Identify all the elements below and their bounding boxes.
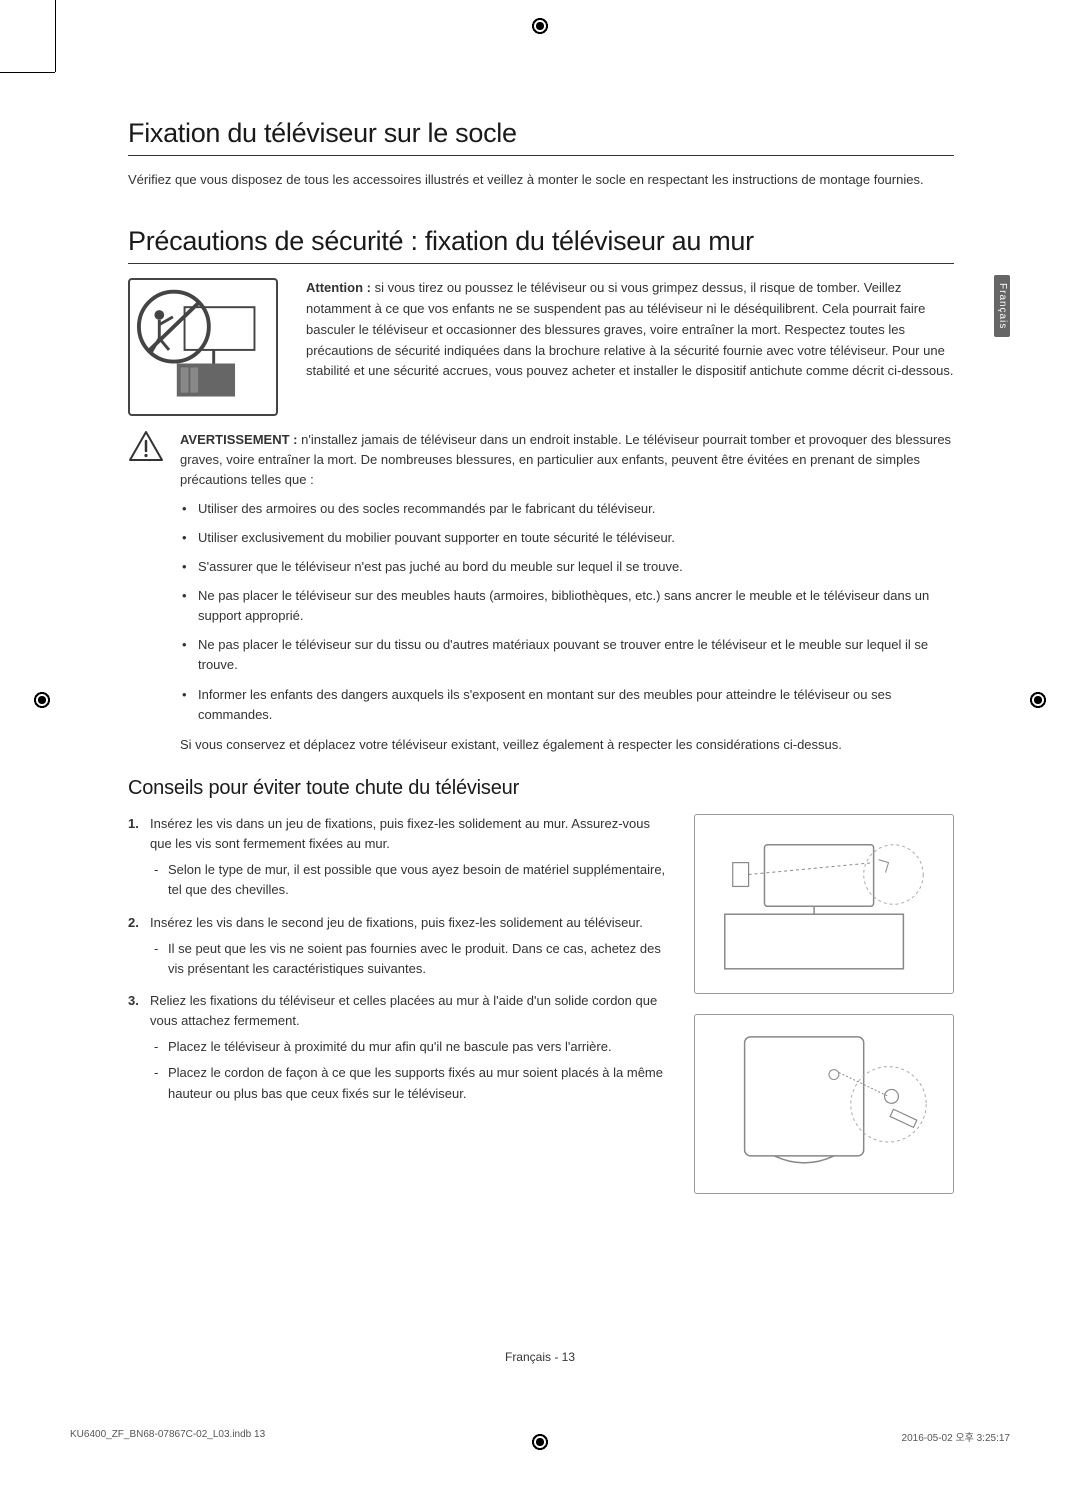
print-footer: KU6400_ZF_BN68-07867C-02_L03.indb 13 201… (70, 1429, 1010, 1444)
step-1: Insérez les vis dans un jeu de fixations… (128, 814, 668, 901)
no-climb-tv-icon (128, 278, 278, 416)
heading-conseils: Conseils pour éviter toute chute du télé… (128, 777, 954, 800)
attention-block: Attention : si vous tirez ou poussez le … (128, 278, 954, 416)
print-timestamp: 2016-05-02 오후 3:25:17 (902, 1429, 1010, 1444)
page-footer: Français - 13 (0, 1350, 1080, 1364)
heading-precautions: Précautions de sécurité : fixation du té… (128, 226, 954, 264)
avertissement-block: AVERTISSEMENT : n'installez jamais de té… (128, 430, 954, 490)
step-sub: Placez le téléviseur à proximité du mur … (150, 1037, 668, 1057)
figure-tv-back-screw-icon (694, 1014, 954, 1194)
step-sub: Selon le type de mur, il est possible qu… (150, 860, 668, 900)
heading-fixation-socle: Fixation du téléviseur sur le socle (128, 118, 954, 156)
attention-text: Attention : si vous tirez ou poussez le … (306, 278, 954, 416)
warning-triangle-icon (128, 430, 164, 462)
bullet-item: Ne pas placer le téléviseur sur du tissu… (180, 635, 954, 675)
step-sub: Placez le cordon de façon à ce que les s… (150, 1063, 668, 1103)
step-2: Insérez les vis dans le second jeu de fi… (128, 913, 668, 979)
steps-column: Insérez les vis dans un jeu de fixations… (128, 814, 668, 1194)
step-sub: Il se peut que les vis ne soient pas fou… (150, 939, 668, 979)
figures-column (694, 814, 954, 1194)
avertissement-label: AVERTISSEMENT : (180, 432, 301, 447)
figure-tv-on-cabinet-icon (694, 814, 954, 994)
step-text: Insérez les vis dans le second jeu de fi… (150, 915, 643, 930)
intro-text: Vérifiez que vous disposez de tous les a… (128, 170, 954, 190)
attention-label: Attention : (306, 280, 375, 295)
steps-section: Insérez les vis dans un jeu de fixations… (128, 814, 954, 1194)
crop-mark (0, 72, 55, 73)
bullet-item: Utiliser exclusivement du mobilier pouva… (180, 528, 954, 548)
bullet-item: S'assurer que le téléviseur n'est pas ju… (180, 557, 954, 577)
page-content: Fixation du téléviseur sur le socle Véri… (128, 118, 954, 1194)
print-filename: KU6400_ZF_BN68-07867C-02_L03.indb 13 (70, 1429, 265, 1444)
crop-mark (55, 0, 56, 72)
step-3: Reliez les fixations du téléviseur et ce… (128, 991, 668, 1104)
bullet-item: Utiliser des armoires ou des socles reco… (180, 499, 954, 519)
bullet-item: Informer les enfants des dangers auxquel… (180, 685, 954, 725)
attention-body: si vous tirez ou poussez le téléviseur o… (306, 280, 953, 378)
step-text: Insérez les vis dans un jeu de fixations… (150, 816, 650, 851)
precaution-bullets: Utiliser des armoires ou des socles reco… (180, 499, 954, 725)
language-tab: Français (994, 275, 1010, 337)
steps-list: Insérez les vis dans un jeu de fixations… (128, 814, 668, 1104)
bullet-item: Ne pas placer le téléviseur sur des meub… (180, 586, 954, 626)
avertissement-text: AVERTISSEMENT : n'installez jamais de té… (180, 430, 954, 490)
registration-mark-icon (1026, 688, 1050, 712)
closing-text: Si vous conservez et déplacez votre télé… (180, 735, 954, 755)
step-text: Reliez les fixations du téléviseur et ce… (150, 993, 657, 1028)
registration-mark-icon (30, 688, 54, 712)
registration-mark-icon (528, 14, 552, 38)
